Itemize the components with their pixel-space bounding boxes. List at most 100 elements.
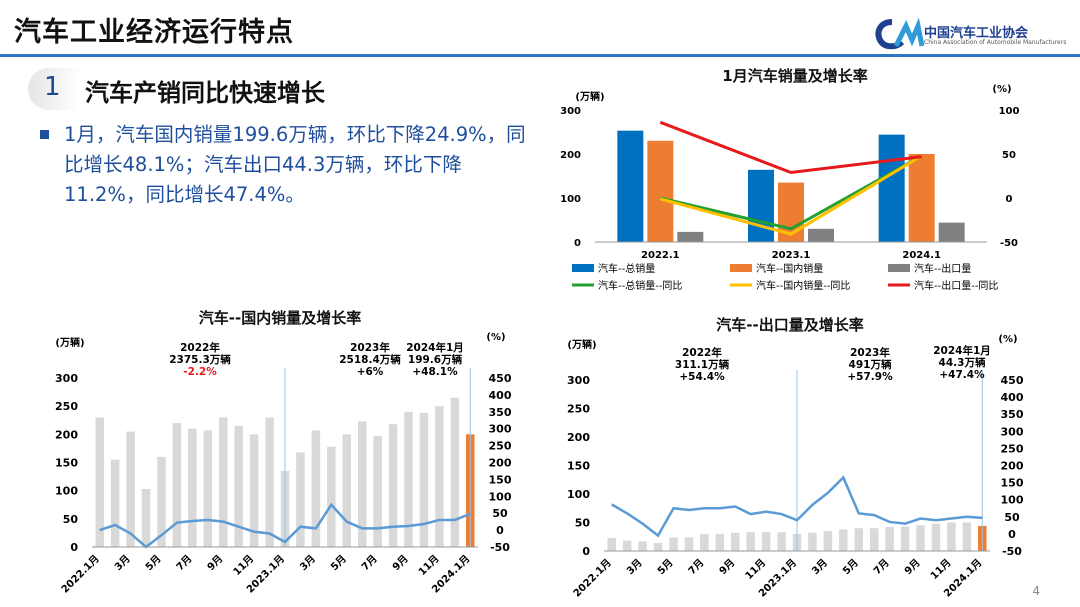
x-tick-label: 11月	[743, 557, 768, 582]
y-tick-left: 100	[560, 194, 581, 205]
y-tick-right: -50	[490, 541, 510, 554]
logo	[874, 17, 1074, 52]
x-tick-label: 9月	[390, 553, 410, 573]
y-tick-left: 50	[575, 517, 591, 530]
bar	[311, 430, 321, 547]
y-axis-unit-left: (万辆)	[55, 336, 84, 349]
bar	[110, 459, 120, 547]
y-tick-right: 200	[1001, 460, 1024, 473]
y-tick-right: 0	[496, 524, 504, 537]
bar	[869, 528, 879, 551]
y-tick-left: 150	[567, 460, 590, 473]
y-tick-right: 400	[1001, 391, 1024, 404]
chart-1-svg: (万辆) (%) 0 100 200 300 -50 0 50 100 2022.1 2023.1 20…	[560, 84, 1019, 292]
x-tick-label: 5月	[143, 553, 163, 573]
annotation-text: 2375.3万辆	[169, 353, 231, 366]
section-title: 汽车产销同比快速增长	[85, 79, 325, 107]
y-tick-left: 300	[567, 374, 590, 387]
x-tick-label: 5月	[655, 557, 675, 577]
bar-2	[938, 222, 965, 242]
chart-jan-sales: 1月汽车销量及增长率 (万辆) (%) 0 100 200 300 -50 0 50 100 202…	[550, 62, 1070, 307]
y-tick-right: 100	[489, 490, 512, 503]
y-tick-right: -50	[1000, 238, 1018, 249]
y-axis-unit-left: (万辆)	[575, 90, 604, 103]
y-tick-left: 100	[567, 488, 590, 501]
bar-0	[878, 134, 905, 242]
annotation-text: 2024年1月	[933, 344, 991, 357]
y-tick-left: 150	[55, 457, 78, 470]
bullet-icon	[40, 130, 49, 139]
y-tick-left: 300	[55, 372, 78, 385]
bar-0	[748, 169, 774, 242]
bar	[450, 397, 460, 547]
legend-label: 汽车--出口量--同比	[914, 279, 998, 292]
x-tick-label: 9月	[205, 553, 225, 573]
logo-icon	[875, 17, 925, 50]
legend-swatch	[730, 264, 752, 272]
bar	[141, 488, 151, 547]
annotation-text: 2022年	[180, 341, 220, 354]
bar	[900, 526, 910, 551]
y-tick-left: 50	[63, 513, 79, 526]
annotation-text: 2518.4万辆	[339, 353, 401, 366]
y-axis-unit-right: (%)	[998, 334, 1017, 345]
y-tick-left: 250	[567, 403, 590, 416]
bar	[854, 528, 864, 551]
bar	[327, 446, 336, 547]
bar	[669, 537, 678, 551]
series-line-1	[659, 154, 923, 236]
chart-3-svg: (万辆) (%) 0 50 100 150 200 250 300 -50 0 50 100 150 200…	[567, 334, 1024, 599]
bar-0	[617, 130, 644, 242]
y-tick-right: 150	[489, 473, 512, 486]
legend-swatch	[572, 264, 594, 272]
bar	[373, 436, 382, 547]
y-tick-right: 250	[489, 440, 512, 453]
bar	[388, 424, 398, 547]
bar	[962, 522, 972, 551]
chart-domestic-sales: 汽车--国内销量及增长率 (万辆) (%) 0 50 100 150 200 250 300 -5…	[50, 305, 520, 605]
y-axis-unit-right: (%)	[992, 84, 1011, 95]
legend-label: 汽车--国内销量--同比	[756, 279, 850, 292]
bar	[404, 411, 413, 547]
y-tick-right: 250	[1001, 442, 1024, 455]
bar	[823, 531, 833, 551]
x-tick-label: 3月	[624, 557, 644, 577]
annotation-text: +6%	[357, 366, 384, 378]
y-tick-right: 50	[1002, 150, 1016, 161]
x-tick-label: 7月	[686, 557, 706, 577]
y-tick-right: 50	[492, 507, 508, 520]
bar	[126, 431, 135, 547]
y-tick-left: 200	[567, 431, 590, 444]
x-tick-label: 2023.1	[772, 250, 811, 261]
x-tick-label: 9月	[717, 557, 737, 577]
bar	[435, 406, 444, 547]
legend-label: 汽车--总销量	[598, 262, 655, 275]
legend-label: 汽车--总销量--同比	[598, 279, 682, 292]
y-tick-left: 0	[70, 541, 78, 554]
y-tick-left: 300	[560, 106, 581, 117]
x-tick-label: 5月	[328, 553, 348, 573]
legend-swatch	[888, 264, 910, 272]
bar	[761, 532, 771, 551]
y-tick-left: 100	[55, 485, 78, 498]
legend-label: 汽车--出口量	[914, 262, 971, 275]
y-tick-right: 450	[489, 372, 512, 385]
bar	[622, 540, 632, 551]
annotation-text: +48.1%	[412, 366, 458, 378]
bar	[419, 412, 429, 547]
annotation-text: 2024年1月	[406, 341, 464, 354]
annotation-text: 2023年	[350, 341, 390, 354]
annotation-text: +47.4%	[939, 369, 985, 381]
legend-label: 汽车--国内销量	[756, 262, 823, 275]
annotation-text: 311.1万辆	[675, 358, 730, 371]
bar	[839, 529, 848, 551]
y-tick-right: 150	[1001, 477, 1024, 490]
page-number: 4	[1032, 584, 1040, 598]
annotation-text: 2022年	[682, 346, 722, 359]
y-tick-left: 0	[574, 238, 581, 249]
chart-title: 汽车--出口量及增长率	[716, 316, 864, 334]
bar	[218, 417, 228, 547]
x-tick-label: 11月	[231, 553, 256, 578]
x-tick-label: 11月	[416, 553, 441, 578]
bar-1	[908, 154, 935, 242]
